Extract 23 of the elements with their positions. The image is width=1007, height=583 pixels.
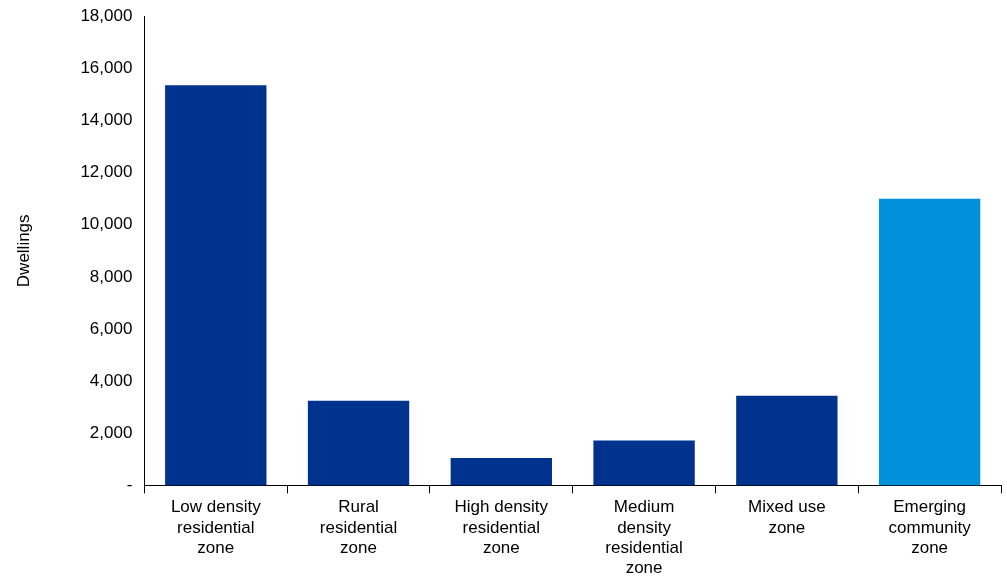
x-tick-label: Medium density residential zone — [605, 497, 683, 578]
bar — [593, 440, 695, 486]
x-tick-label: High density residential zone — [454, 497, 549, 558]
x-tick-label: Emerging community zone — [888, 497, 972, 558]
y-tick-label: 16,000 — [80, 58, 133, 78]
y-tick-label: 6,000 — [89, 318, 133, 338]
y-tick-label: 12,000 — [80, 162, 133, 182]
x-tick-label: Low density residential zone — [170, 497, 262, 558]
y-tick-label: 4,000 — [89, 370, 133, 390]
x-tick-label: Mixed use zone — [748, 497, 826, 537]
bar — [165, 85, 267, 486]
bar — [450, 458, 552, 486]
y-tick-label: - — [126, 475, 133, 495]
y-axis-title: Dwellings — [13, 214, 33, 288]
y-tick-label: 14,000 — [80, 110, 133, 130]
y-tick-label: 2,000 — [89, 422, 133, 442]
bar — [307, 400, 410, 486]
x-tick-label: Rural residential zone — [319, 497, 398, 558]
bar — [878, 198, 981, 486]
y-tick-label: 8,000 — [89, 266, 133, 286]
bar — [736, 395, 838, 486]
y-tick-label: 10,000 — [80, 214, 133, 234]
y-tick-label: 18,000 — [80, 5, 133, 25]
